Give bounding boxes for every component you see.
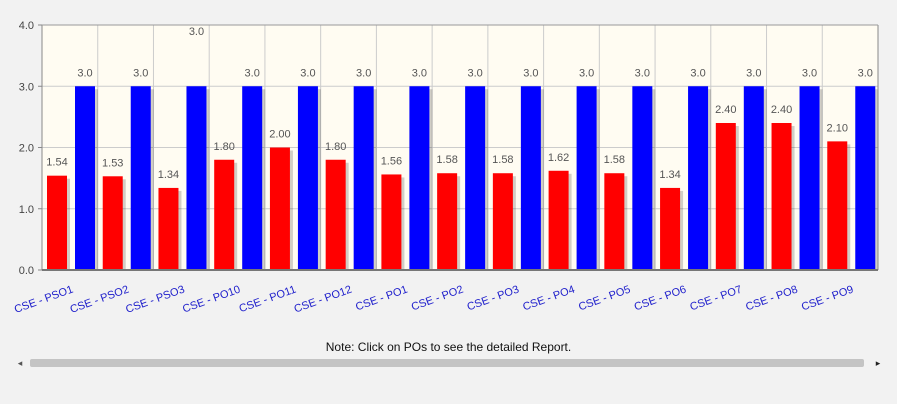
grid-lines	[42, 24, 878, 271]
data-label: 1.58	[604, 154, 625, 166]
scroll-right-icon[interactable]: ▸	[875, 358, 881, 368]
category-label[interactable]: CSE - PSO3	[124, 284, 186, 316]
data-label: 3.0	[635, 67, 650, 79]
category-label[interactable]: CSE - PO1	[354, 284, 409, 314]
data-label: 3.0	[189, 26, 204, 38]
bar[interactable]	[771, 123, 792, 270]
scroll-left-icon[interactable]: ◂	[17, 358, 23, 368]
data-label: 1.53	[102, 157, 123, 169]
bar[interactable]	[520, 86, 541, 270]
bar[interactable]	[799, 86, 820, 270]
bar[interactable]	[688, 86, 709, 270]
category-label[interactable]: CSE - PO12	[293, 284, 354, 316]
data-label: 1.58	[436, 154, 457, 166]
category-label[interactable]: CSE - PO10	[181, 284, 242, 316]
bar[interactable]	[325, 159, 346, 270]
category-label[interactable]: CSE - PSO2	[68, 284, 130, 316]
horizontal-scrollbar[interactable]: ◂ ▸	[14, 357, 884, 369]
scroll-thumb[interactable]	[30, 359, 864, 367]
bar[interactable]	[855, 86, 876, 270]
bar-chart: 1.54 1.53 1.34 1.80 2.00 1.80 1.56 1.58 1.58 1.62…	[13, 20, 879, 316]
bar[interactable]	[743, 86, 764, 270]
bar[interactable]	[660, 187, 681, 270]
data-label: 1.58	[492, 154, 513, 166]
data-label: 3.0	[802, 67, 817, 79]
category-label[interactable]: CSE - PO6	[633, 284, 688, 314]
bar[interactable]	[548, 170, 569, 270]
bar[interactable]	[242, 86, 263, 270]
category-label[interactable]: CSE - PO8	[744, 284, 799, 314]
data-label: 1.56	[381, 155, 402, 167]
data-label: 3.0	[523, 67, 538, 79]
bar[interactable]	[186, 86, 207, 270]
bar[interactable]	[75, 86, 95, 270]
y-axis: 0.0 1.0 2.0 3.0 4.0	[19, 20, 879, 277]
category-label[interactable]: CSE - PO4	[521, 284, 576, 314]
data-label: 2.40	[771, 104, 792, 116]
bar[interactable]	[130, 86, 151, 270]
y-tick-label: 4.0	[19, 20, 34, 32]
data-label: 3.0	[858, 67, 873, 79]
bar[interactable]	[465, 86, 486, 270]
y-tick-label: 0.0	[19, 265, 34, 277]
bar[interactable]	[353, 86, 374, 270]
bar[interactable]	[576, 86, 597, 270]
y-tick-label: 2.0	[19, 143, 34, 155]
data-label: 1.54	[46, 157, 67, 169]
data-label: 3.0	[77, 67, 92, 79]
data-label: 3.0	[356, 67, 371, 79]
category-label[interactable]: CSE - PO5	[577, 284, 632, 314]
data-label: 3.0	[467, 67, 482, 79]
category-label[interactable]: CSE - PO3	[466, 284, 521, 314]
category-label[interactable]: CSE - PO7	[688, 284, 743, 314]
data-label: 3.0	[690, 67, 705, 79]
category-label[interactable]: CSE - PO11	[238, 284, 298, 316]
data-label: 3.0	[133, 67, 148, 79]
bars	[47, 86, 879, 271]
bar[interactable]	[409, 86, 430, 270]
bar[interactable]	[715, 123, 736, 270]
category-label[interactable]: CSE - PO2	[410, 284, 465, 314]
bar[interactable]	[297, 86, 318, 270]
bar[interactable]	[47, 175, 67, 270]
data-label: 1.34	[659, 169, 680, 181]
data-label: 2.10	[827, 122, 848, 134]
data-label: 3.0	[579, 67, 594, 79]
bar[interactable]	[437, 173, 458, 270]
bar[interactable]	[158, 187, 179, 270]
data-label: 3.0	[746, 67, 761, 79]
data-label: 3.0	[300, 67, 315, 79]
category-label[interactable]: CSE - PSO1	[13, 284, 75, 316]
data-label: 3.0	[245, 67, 260, 79]
data-label: 1.62	[548, 152, 569, 164]
category-label[interactable]: CSE - PO9	[800, 284, 855, 314]
data-label: 2.40	[715, 104, 736, 116]
y-tick-label: 3.0	[19, 81, 34, 93]
y-tick-label: 1.0	[19, 204, 34, 216]
data-label: 1.80	[213, 141, 234, 153]
bar[interactable]	[604, 173, 625, 270]
note-text: Note: Click on POs to see the detailed R…	[325, 340, 572, 354]
bar[interactable]	[492, 173, 513, 270]
bar[interactable]	[269, 147, 290, 271]
bar[interactable]	[102, 176, 123, 270]
bar[interactable]	[632, 86, 653, 270]
data-label: 3.0	[412, 67, 427, 79]
data-label: 1.34	[158, 169, 179, 181]
data-label: 2.00	[269, 129, 290, 141]
bar[interactable]	[381, 174, 402, 270]
data-labels: 1.54 1.53 1.34 1.80 2.00 1.80 1.56 1.58 1.58 1.62…	[46, 26, 873, 181]
bar[interactable]	[214, 159, 235, 270]
data-label: 1.80	[325, 141, 346, 153]
bar[interactable]	[827, 141, 848, 270]
